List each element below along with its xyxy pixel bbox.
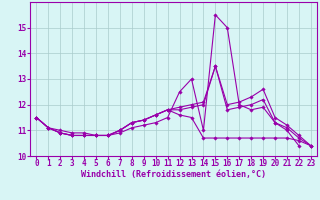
X-axis label: Windchill (Refroidissement éolien,°C): Windchill (Refroidissement éolien,°C) (81, 170, 266, 179)
